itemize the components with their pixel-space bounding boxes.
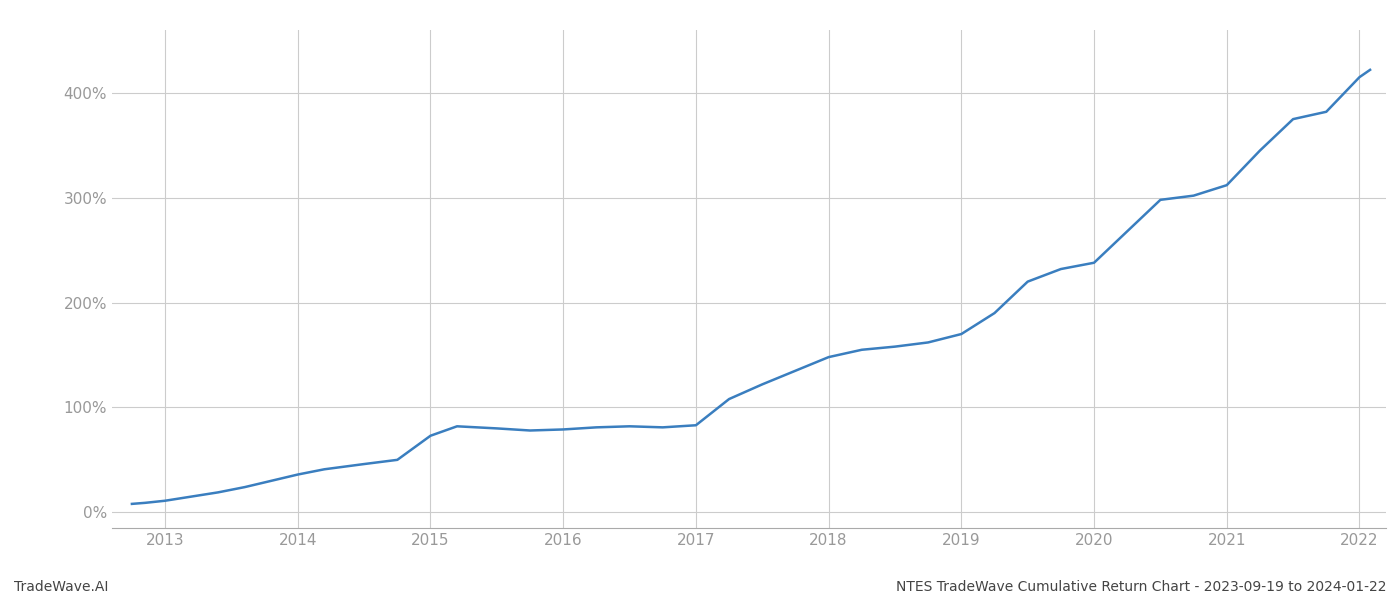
Text: TradeWave.AI: TradeWave.AI [14,580,108,594]
Text: NTES TradeWave Cumulative Return Chart - 2023-09-19 to 2024-01-22: NTES TradeWave Cumulative Return Chart -… [896,580,1386,594]
